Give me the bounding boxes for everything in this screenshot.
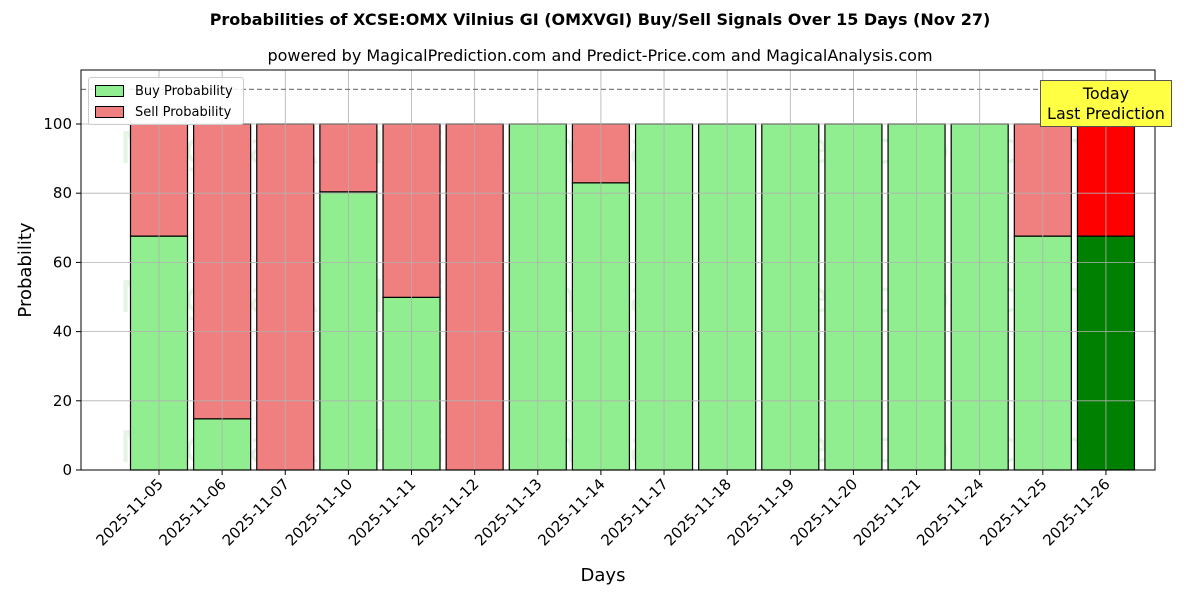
- legend-item-sell: Sell Probability: [95, 104, 231, 120]
- y-tick-label: 100: [43, 115, 72, 133]
- annotation-line-1: Today: [1082, 84, 1130, 103]
- x-tick-label: 2025-11-18: [661, 475, 735, 549]
- x-tick-label: 2025-11-14: [534, 475, 608, 549]
- x-tick-label: 2025-11-17: [597, 475, 671, 549]
- y-tick-label: 80: [53, 184, 72, 202]
- x-tick-label: 2025-11-05: [92, 475, 166, 549]
- chart-title: Probabilities of XCSE:OMX Vilnius GI (OM…: [209, 10, 991, 29]
- x-tick-label: 2025-11-21: [850, 475, 924, 549]
- legend: Buy Probability Sell Probability: [88, 77, 244, 125]
- y-tick-label: 0: [62, 461, 72, 479]
- y-tick-label: 20: [53, 392, 72, 410]
- x-axis-label: Days: [581, 565, 626, 586]
- annotation-line-2: Last Prediction: [1047, 104, 1165, 123]
- legend-sell-label: Sell Probability: [135, 104, 232, 120]
- x-tick-label: 2025-11-24: [913, 475, 987, 549]
- legend-buy-label: Buy Probability: [135, 83, 233, 99]
- x-tick-label: 2025-11-19: [724, 475, 798, 549]
- x-tick-label: 2025-11-10: [282, 475, 356, 549]
- x-tick-label: 2025-11-06: [156, 475, 230, 549]
- chart-subtitle: powered by MagicalPrediction.com and Pre…: [267, 46, 933, 65]
- x-tick-label: 2025-11-26: [1039, 475, 1113, 549]
- plot-frame: [80, 69, 1156, 471]
- sell-swatch-icon: [95, 106, 124, 118]
- x-tick-label: 2025-11-13: [471, 475, 545, 549]
- today-annotation: Today Last Prediction: [1040, 80, 1172, 127]
- legend-item-buy: Buy Probability: [95, 83, 233, 99]
- y-tick-label: 40: [53, 323, 72, 341]
- x-tick-label: 2025-11-07: [219, 475, 293, 549]
- x-tick-label: 2025-11-25: [976, 475, 1050, 549]
- x-tick-label: 2025-11-20: [787, 475, 861, 549]
- y-tick-label: 60: [53, 253, 72, 271]
- x-tick-label: 2025-11-11: [345, 475, 419, 549]
- buy-swatch-icon: [95, 85, 124, 97]
- x-tick-label: 2025-11-12: [408, 475, 482, 549]
- y-axis-label: Probability: [15, 222, 36, 317]
